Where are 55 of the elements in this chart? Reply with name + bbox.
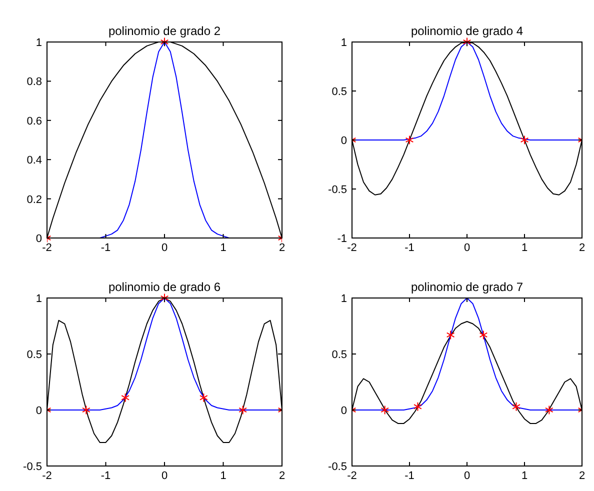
y-tick-label: 1 xyxy=(340,37,347,49)
x-tick-label: -1 xyxy=(100,242,111,254)
y-tick-label: 0.6 xyxy=(26,115,42,128)
line-series xyxy=(99,42,230,238)
point xyxy=(512,402,520,412)
x-tick-label: -2 xyxy=(347,242,357,254)
x-tick-label: 2 xyxy=(278,242,286,254)
point xyxy=(160,293,169,303)
y-tick-label: -0.5 xyxy=(328,184,347,196)
point xyxy=(545,405,554,415)
y-tick-label: 1 xyxy=(340,293,347,305)
point xyxy=(479,330,488,340)
y-tick-label: 0.5 xyxy=(332,349,347,361)
y-tick-label: 0 xyxy=(36,233,42,245)
y-tick-label: 0 xyxy=(36,405,42,417)
point xyxy=(82,405,90,415)
x-tick-label: 0 xyxy=(161,242,168,254)
x-tick-label: -2 xyxy=(42,470,52,482)
y-tick-label: 0.5 xyxy=(332,86,347,98)
x-tick-label: 1 xyxy=(521,470,528,482)
point xyxy=(414,402,422,412)
y-tick-label: 0 xyxy=(340,135,347,147)
y-tick-label: 0.4 xyxy=(26,154,42,167)
y-tick-label: -1 xyxy=(337,233,347,245)
x-tick-label: -2 xyxy=(42,242,52,254)
x-tick-label: 2 xyxy=(278,470,286,482)
chart-title: polinomio de grado 2 xyxy=(108,24,221,38)
y-tick-label: 0.2 xyxy=(26,194,42,206)
x-tick-label: -1 xyxy=(100,470,111,482)
chart-title: polinomio de grado 7 xyxy=(410,280,524,294)
point xyxy=(238,405,247,415)
chart-title: polinomio de grado 4 xyxy=(410,24,524,38)
x-tick-label: 2 xyxy=(578,242,586,254)
x-tick-label: 1 xyxy=(220,242,226,254)
point xyxy=(446,330,455,340)
chart-title: polinomio de grado 6 xyxy=(108,280,221,294)
y-tick-label: 0.8 xyxy=(26,76,42,88)
y-tick-label: -0.5 xyxy=(328,461,347,473)
point xyxy=(380,405,389,415)
x-tick-label: -1 xyxy=(404,470,414,482)
point xyxy=(121,392,130,402)
x-tick-label: 2 xyxy=(578,470,586,482)
point xyxy=(200,392,208,402)
y-tick-label: 1 xyxy=(36,37,42,49)
y-tick-label: 1 xyxy=(36,293,42,305)
x-tick-label: -2 xyxy=(347,470,357,482)
x-tick-label: -1 xyxy=(404,242,414,254)
x-tick-label: 1 xyxy=(521,242,528,254)
x-tick-label: 0 xyxy=(161,470,168,482)
y-tick-label: 0.5 xyxy=(26,349,42,361)
y-tick-label: 0 xyxy=(340,405,347,417)
x-tick-label: 1 xyxy=(220,470,226,482)
x-tick-label: 0 xyxy=(464,470,470,482)
x-tick-label: 0 xyxy=(464,242,470,254)
y-tick-label: -0.5 xyxy=(23,461,42,473)
